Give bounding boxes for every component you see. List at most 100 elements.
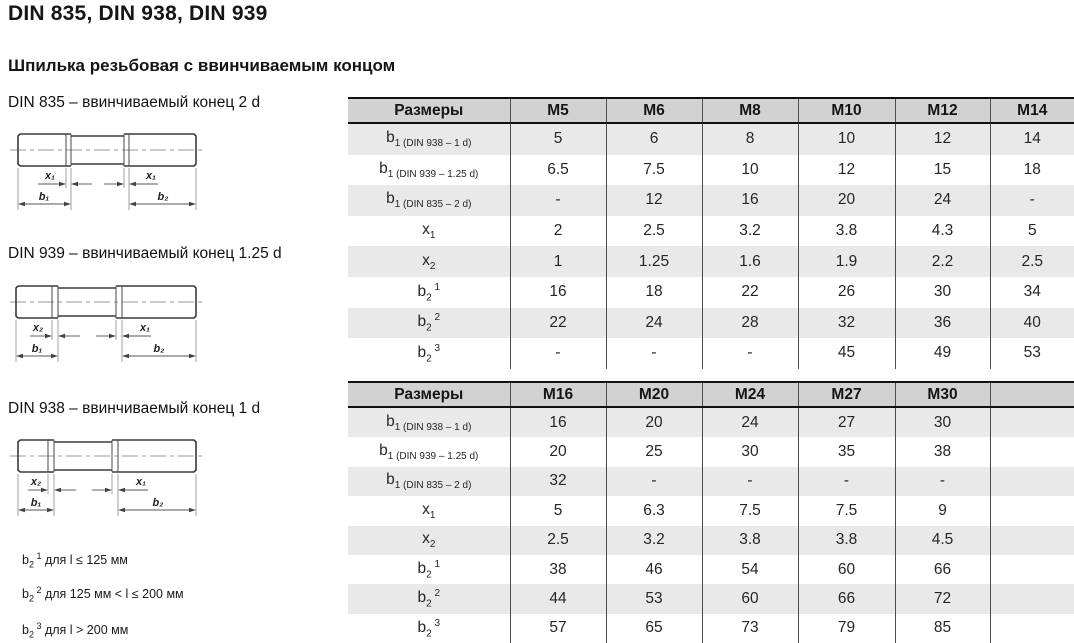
value-cell: 4.3 [894,215,990,247]
value-cell: 16 [509,276,606,308]
row-label: x1 [422,500,436,521]
value-cell: 46 [605,554,702,585]
size-column-header: M14 [989,97,1074,124]
table-row: x2 1 1.25 1.6 1.9 2.2 2.5 [348,246,1074,277]
size-column-header: M6 [605,97,702,124]
value-cell: 6.3 [605,496,702,526]
value-cell: 36 [894,307,990,339]
value-cell: 24 [894,185,990,216]
value-cell: 32 [797,307,895,339]
dimension-column-header: Размеры [348,381,510,408]
row-label: b2 2 [417,588,441,610]
table-row: b2 2 44 53 60 66 72 [348,584,1074,614]
stud-drawing-din835: x₁ x₁ b₁ b₂ [10,133,204,210]
value-cell: 2 [509,215,606,247]
value-cell: 30 [894,276,990,308]
value-cell: 10 [701,154,798,186]
value-cell: 15 [894,154,990,186]
value-cell [989,437,1074,467]
value-cell: 3.2 [605,525,702,555]
value-cell: 35 [797,437,895,467]
dim-label-x-right: x₁ [145,170,156,182]
dim-label-x-left: x₁ [44,170,55,182]
row-label: b2 3 [417,617,441,640]
value-cell: 40 [989,307,1074,339]
row-label: b1 (DIN 939 – 1.25 d) [379,159,479,180]
stud-body [17,133,197,167]
value-cell: 18 [605,276,702,308]
dimension-lines [16,333,196,359]
value-cell: - [605,466,702,497]
value-cell: 79 [797,613,895,643]
stud-body [17,439,197,473]
table-row: b2 3 57 65 73 79 85 [348,613,1074,643]
dimension-lines [18,487,196,513]
value-cell: 3.2 [701,215,798,247]
value-cell: 16 [701,185,798,216]
row-label: b1 (DIN 938 – 1 d) [386,412,472,433]
table-row: b2 1 38 46 54 60 66 [348,554,1074,585]
value-cell: 5 [989,215,1074,247]
value-cell: 30 [701,437,798,467]
value-cell: 26 [797,276,895,308]
stud-body [15,285,197,319]
extension-lines [17,474,197,516]
row-label: b1 (DIN 835 – 2 d) [386,190,472,211]
dim-label-x-left: x₂ [32,322,43,334]
value-cell: 2.5 [989,246,1074,277]
row-label: x2 [422,530,436,551]
value-cell [989,525,1074,555]
size-column-header: M24 [701,381,798,408]
table-row: b1 (DIN 938 – 1 d) 5 6 8 10 12 14 [348,123,1074,155]
dim-label-x-right: x₁ [135,476,146,488]
value-cell: - [701,338,798,369]
table-row: x1 2 2.5 3.2 3.8 4.3 5 [348,215,1074,247]
table-row: b1 (DIN 938 – 1 d) 16 20 24 27 30 [348,407,1074,438]
row-label: b2 1 [417,559,441,581]
drawing-caption-din939: DIN 939 – ввинчиваемый конец 1.25 d [8,245,282,262]
row-label: b2 1 [417,281,441,303]
value-cell: 2.5 [605,215,702,247]
value-cell: 16 [509,407,606,438]
value-cell: 8 [701,123,798,155]
thread-runout-lines [51,286,123,318]
row-label: b2 2 [417,312,441,334]
value-cell: 20 [797,185,895,216]
value-cell: 66 [894,554,990,585]
value-cell: - [894,466,990,497]
value-cell: 7.5 [605,154,702,186]
page-title: DIN 835, DIN 938, DIN 939 [8,2,268,25]
value-cell: 20 [509,437,606,467]
row-label: x1 [422,221,436,242]
value-cell: 73 [701,613,798,643]
value-cell: - [797,466,895,497]
stud-drawing-din939: x₂ x₁ b₁ b₂ [10,285,204,362]
dimension-table-m5-m14: Размеры M5 M6 M8 M10 M12 M14 b1 (DIN 938 – 1 d)… [348,97,1074,369]
dimension-column-header: Размеры [348,97,510,124]
value-cell: 66 [797,584,895,614]
value-cell: 44 [509,584,606,614]
value-cell: - [989,185,1074,216]
value-cell: 5 [509,123,606,155]
value-cell: 3.8 [797,525,895,555]
value-cell: 85 [894,613,990,643]
value-cell: 53 [605,584,702,614]
value-cell: - [509,185,606,216]
dim-label-x-right: x₁ [139,322,150,334]
value-cell: 60 [701,584,798,614]
value-cell: 54 [701,554,798,585]
dim-label-x-left: x₂ [30,476,41,488]
value-cell: - [509,338,606,369]
value-cell: 12 [605,185,702,216]
dimension-lines [18,181,196,207]
value-cell: 5 [509,496,606,526]
table-row: b2 3- - -45 49 53 [348,338,1074,369]
value-cell: - [605,338,702,369]
value-cell: 25 [605,437,702,467]
value-cell [989,584,1074,614]
dimension-table-m16-m30: Размеры M16 M20 M24 M27 M30 b1 (DIN 938 – 1 d)… [348,381,1074,643]
value-cell: 3.8 [701,525,798,555]
size-column-header: M27 [797,381,895,408]
value-cell: 28 [701,307,798,339]
value-cell: 24 [701,407,798,438]
